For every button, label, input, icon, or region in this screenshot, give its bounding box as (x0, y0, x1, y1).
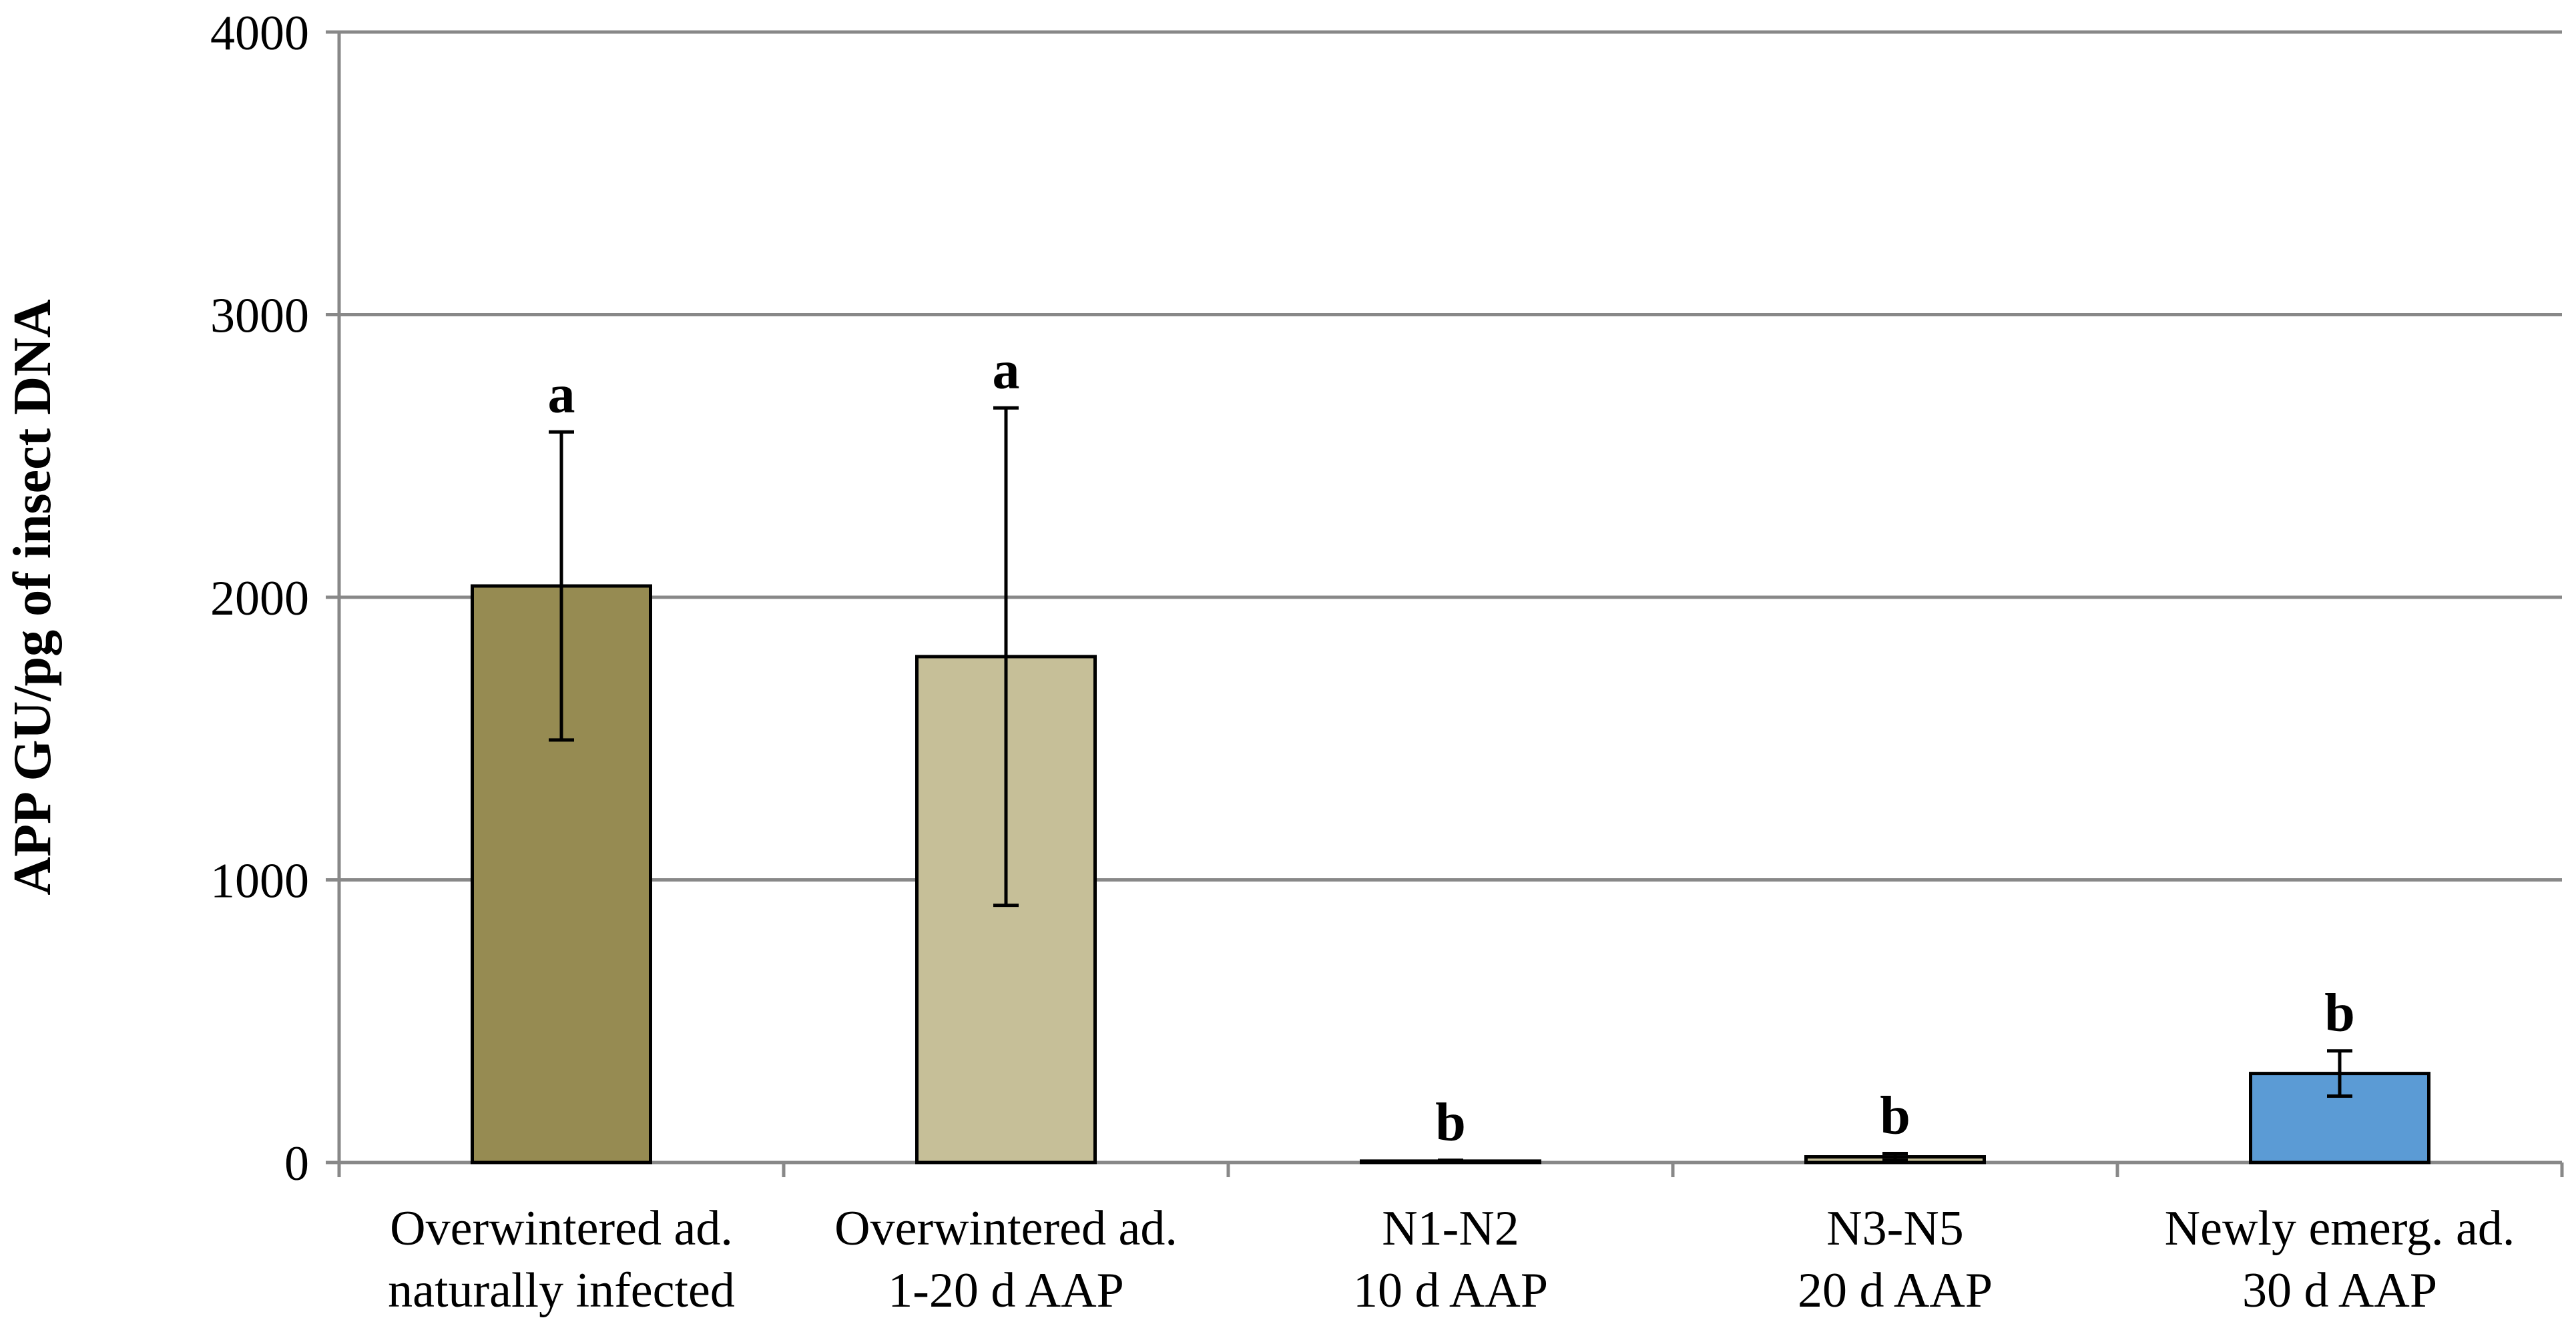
significance-letter: b (1435, 1092, 1466, 1152)
category-label: 20 d AAP (1798, 1263, 1993, 1318)
significance-letter: b (1880, 1084, 1910, 1145)
y-tick-label: 1000 (210, 854, 309, 909)
category-label: Newly emerg. ad. (2165, 1201, 2515, 1256)
error-bars (549, 406, 2352, 1164)
category-label: N3-N5 (1826, 1201, 1964, 1256)
category-label: N1-N2 (1382, 1201, 1519, 1256)
significance-letter: b (2324, 982, 2355, 1043)
y-tick-label: 4000 (210, 6, 309, 61)
category-label: 30 d AAP (2242, 1263, 2437, 1318)
significance-letter: a (993, 339, 1020, 400)
significance-letter: a (548, 363, 575, 424)
y-tick-label: 0 (284, 1136, 309, 1191)
y-tick-label: 2000 (210, 571, 309, 626)
category-label: 1-20 d AAP (888, 1263, 1124, 1318)
category-label: naturally infected (388, 1263, 735, 1318)
axes (326, 30, 2564, 1177)
gridlines (339, 30, 2562, 882)
category-label: Overwintered ad. (834, 1201, 1178, 1256)
labels: 0 1000 2000 3000 4000 a Overwintered ad. natura… (3, 6, 2515, 1318)
y-tick-label: 3000 (210, 289, 309, 344)
category-label: 10 d AAP (1353, 1263, 1548, 1318)
bars (471, 584, 2430, 1165)
category-label: Overwintered ad. (390, 1201, 733, 1256)
y-axis-title: APP GU/pg of insect DNA (3, 299, 62, 896)
